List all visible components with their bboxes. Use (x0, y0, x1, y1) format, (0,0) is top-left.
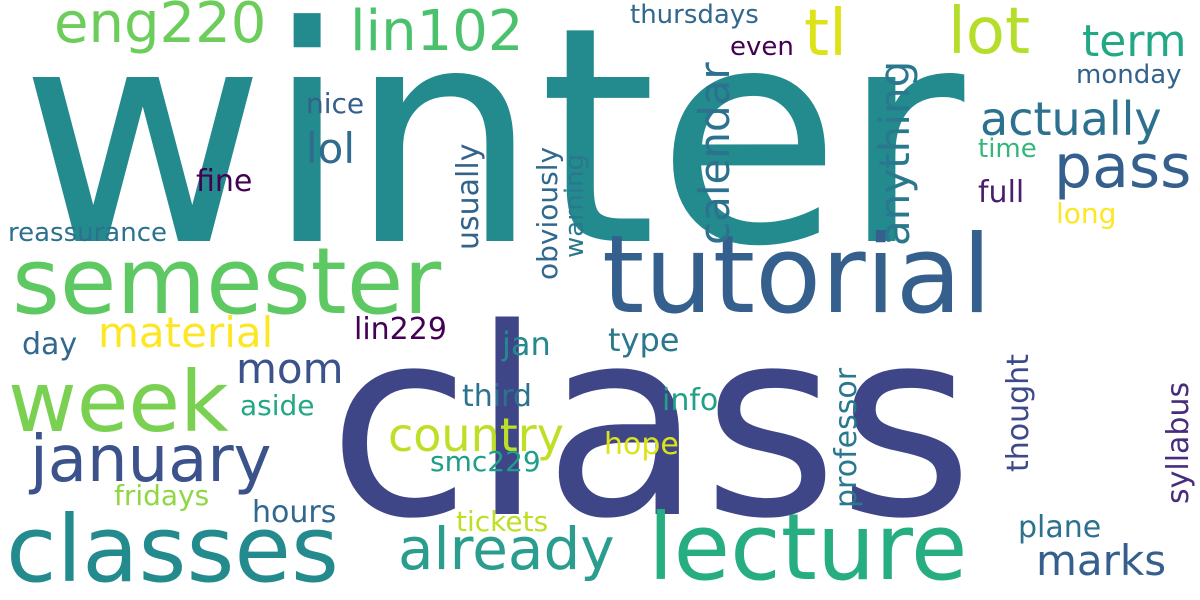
word-professor: professor (829, 367, 864, 508)
word-tutorial: tutorial (602, 213, 992, 338)
word-material: material (98, 308, 274, 357)
word-tickets: tickets (456, 505, 549, 538)
word-third: third (462, 379, 532, 414)
word-smc229: smc229 (430, 445, 541, 478)
word-hope: hope (604, 427, 679, 462)
word-jan: jan (502, 325, 551, 363)
word-lecture: lecture (648, 494, 968, 600)
word-week: week (8, 353, 229, 451)
word-term: term (1082, 16, 1187, 67)
word-lol: lol (306, 124, 356, 173)
word-day: day (22, 327, 78, 362)
word-country: country (388, 408, 564, 462)
word-eng220: eng220 (54, 0, 267, 56)
word-reassurance: reassurance (8, 218, 168, 248)
word-info: info (662, 383, 719, 418)
word-actually: actually (980, 92, 1162, 146)
word-anything: anything (870, 60, 919, 246)
word-monday: monday (1076, 60, 1182, 90)
word-lin229: lin229 (354, 312, 447, 347)
word-lin102: lin102 (350, 0, 524, 64)
word-syllabus: syllabus (1161, 381, 1196, 504)
word-aside: aside (240, 389, 315, 422)
word-winter: winter (20, 0, 965, 312)
word-even: even (730, 32, 794, 62)
word-warning: warning (560, 153, 590, 258)
word-calendar: calendar (690, 62, 739, 245)
word-semester: semester (12, 228, 442, 335)
word-pass: pass (1054, 132, 1192, 202)
word-obviously: obviously (531, 146, 564, 280)
word-thought: thought (1001, 354, 1036, 472)
word-marks: marks (1036, 536, 1167, 585)
word-usually: usually (451, 143, 486, 250)
word-hours: hours (252, 495, 337, 530)
word-plane: plane (1018, 510, 1102, 545)
word-tl: tl (804, 0, 847, 71)
word-long: long (1056, 197, 1117, 230)
word-thursdays: thursdays (630, 0, 759, 30)
word-classes: classes (6, 496, 339, 600)
word-lot: lot (948, 0, 1031, 69)
word-mom: mom (236, 344, 344, 393)
word-nice: nice (306, 87, 365, 120)
word-already: already (398, 515, 615, 583)
word-class: class (328, 274, 974, 576)
word-fridays: fridays (114, 479, 210, 512)
word-fine: fine (196, 164, 253, 199)
word-type: type (608, 321, 680, 359)
word-full: full (978, 175, 1025, 210)
word-january: january (30, 423, 272, 497)
word-time: time (978, 134, 1037, 164)
